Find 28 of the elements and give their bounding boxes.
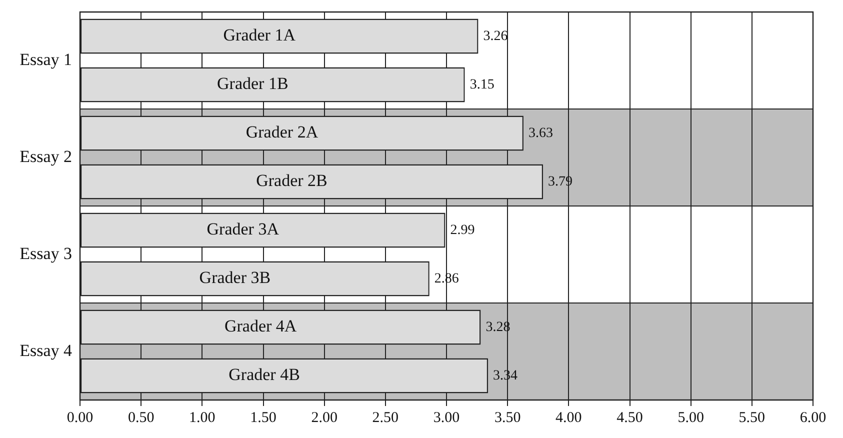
y-tick-label: Grader 4A [224,316,298,336]
x-tick-label: 3.50 [494,410,521,426]
y-tick-label: Grader 2B [256,171,328,190]
x-tick-label: 0.50 [128,410,154,426]
x-tick-label: 4.00 [556,410,582,426]
y-tick-label: Grader 1B [217,74,288,94]
y-tick-label: Grader 2A [246,122,319,142]
data-label: 2.99 [450,222,475,238]
x-tick-label: 5.50 [738,410,766,426]
x-tick-label: 0.00 [66,410,94,426]
x-tick-label: 4.50 [616,410,643,426]
y-tick-label: Grader 3A [206,220,280,239]
data-label: 3.63 [528,126,553,141]
band-label: Essay 1 [20,50,72,69]
band-label: Essay 3 [20,244,72,263]
x-tick-label: 2.50 [372,410,399,426]
x-tick-label: 6.00 [800,410,826,426]
x-tick-label: 3.00 [433,410,460,426]
x-tick-label: 1.00 [189,410,216,426]
y-tick-label: Grader 4B [228,365,300,384]
band-label: Essay 4 [20,340,72,360]
x-tick-label: 2.00 [311,410,338,426]
x-tick-label: 1.50 [250,410,276,426]
data-label: 3.15 [470,77,494,92]
y-tick-label: Grader 3B [199,268,271,288]
y-tick-label: Grader 1A [223,26,296,45]
band-label: Essay 2 [20,146,72,166]
x-tick-label: 5.00 [678,410,704,426]
